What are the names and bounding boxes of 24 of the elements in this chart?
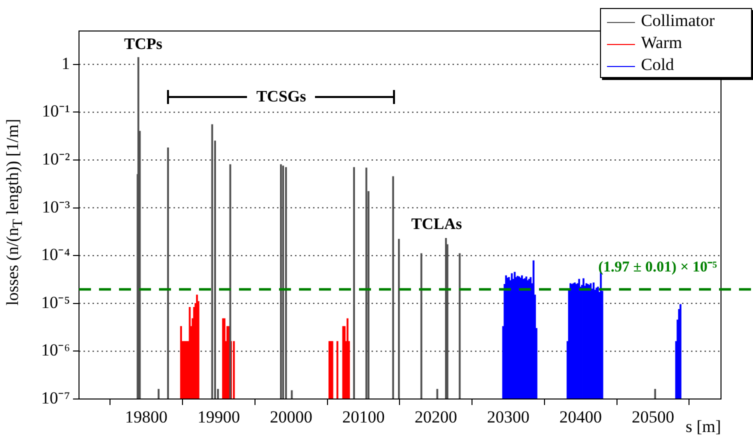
x-tick-label: 19900 (197, 408, 240, 427)
y-tick-label: 10⁻⁶ (41, 340, 70, 360)
x-tick-label: 20300 (486, 408, 530, 427)
legend-label: Warm (641, 33, 682, 52)
y-tick-label: 10⁻⁴ (41, 245, 70, 264)
legend-label: Cold (641, 55, 674, 74)
y-tick-label: 10⁻⁵ (41, 292, 70, 312)
annotation: TCLAs (411, 216, 462, 234)
x-tick-label: 20400 (559, 408, 602, 427)
y-tick-label: 1 (62, 54, 70, 73)
y-tick-label: 10⁻³ (42, 197, 70, 216)
x-axis-title: s [m] (686, 417, 721, 437)
x-tick-label: 20100 (342, 408, 385, 427)
y-tick-label: 10⁻¹ (42, 102, 70, 121)
annotation: TCSGs (256, 88, 306, 106)
x-tick-label: 20200 (414, 408, 458, 427)
annotation: TCPs (124, 36, 162, 54)
x-tick-label: 20500 (632, 408, 674, 427)
legend-label: Collimator (641, 11, 715, 30)
ref-line-label: (1.97 ± 0.01) × 10⁻⁵ (598, 260, 718, 276)
y-tick-label: 10⁻⁷ (41, 388, 70, 408)
x-tick-label: 19800 (125, 408, 168, 427)
x-tick-label: 20000 (270, 408, 312, 427)
y-tick-label: 10⁻² (42, 149, 70, 168)
